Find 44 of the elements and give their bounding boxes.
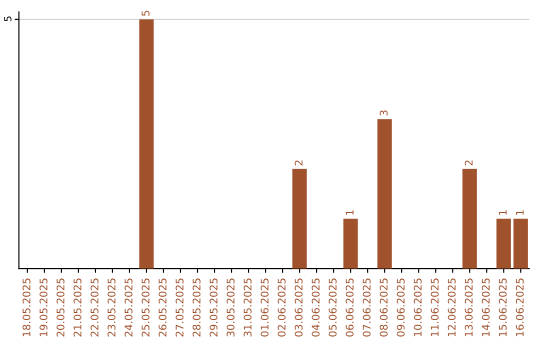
x-tick-label: 14.06.2025 [482, 278, 490, 336]
x-tick-label: 03.06.2025 [294, 278, 303, 337]
bar [377, 119, 392, 269]
x-tick-label: 08.06.2025 [380, 278, 388, 337]
bar [496, 218, 511, 269]
bar [139, 19, 154, 269]
x-tick-label: 16.06.2025 [516, 278, 524, 336]
x-tick-label: 26.05.2025 [158, 278, 167, 337]
x-tick-label: 29.05.2025 [210, 278, 218, 337]
x-tick-label: 18.05.2025 [22, 278, 30, 336]
x-tick-label: 31.05.2025 [244, 278, 252, 336]
x-tick-label: 28.05.2025 [192, 278, 201, 337]
bar [343, 218, 358, 269]
x-tick-label: 11.06.2025 [430, 278, 439, 336]
x-tick-label: 30.05.2025 [226, 278, 235, 336]
data-label: 5 [142, 10, 150, 16]
x-tick-label: 13.06.2025 [464, 278, 473, 336]
x-tick-label: 19.05.2025 [40, 278, 48, 336]
x-tick-label: 02.06.2025 [278, 278, 286, 337]
x-tick-label: 10.06.2025 [414, 278, 422, 336]
bar [292, 168, 307, 269]
x-tick-label: 27.05.2025 [176, 278, 184, 337]
x-tick-label: 24.05.2025 [124, 278, 132, 337]
x-tick-label: 25.05.2025 [142, 278, 150, 337]
x-tick-label: 22.05.2025 [90, 278, 98, 337]
x-tick-label: 06.06.2025 [346, 278, 354, 337]
data-label: 2 [294, 160, 302, 166]
x-tick-label: 07.06.2025 [362, 278, 371, 337]
data-label: 1 [516, 210, 524, 215]
x-tick-label: 23.05.2025 [108, 278, 116, 337]
x-tick-label: 12.06.2025 [448, 278, 456, 336]
x-tick-label: 20.05.2025 [56, 278, 64, 337]
x-tick-label: 21.05.2025 [74, 278, 82, 337]
x-tick-label: 01.06.2025 [260, 278, 269, 337]
bar [513, 218, 528, 269]
x-tick-label: 09.06.2025 [396, 278, 405, 337]
bar [462, 168, 477, 269]
x-tick-label: 04.06.2025 [312, 278, 320, 337]
x-tick-label: 15.06.2025 [498, 278, 507, 336]
data-label: 1 [498, 210, 507, 215]
data-label: 3 [380, 110, 388, 116]
x-tick-label: 05.06.2025 [328, 278, 337, 337]
data-label: 1 [346, 210, 354, 215]
data-label: 2 [464, 160, 473, 166]
